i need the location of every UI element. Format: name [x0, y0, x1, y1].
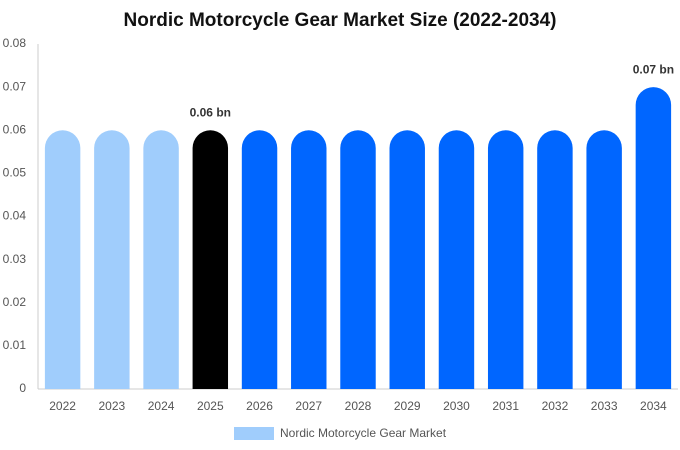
y-tick-label: 0.03 — [3, 252, 27, 266]
y-tick-label: 0.04 — [3, 209, 27, 223]
x-tick-label: 2031 — [492, 399, 519, 413]
x-tick-label: 2022 — [49, 399, 76, 413]
x-tick-label: 2033 — [591, 399, 618, 413]
bar — [537, 130, 573, 389]
y-tick-label: 0.01 — [3, 338, 27, 352]
bar — [389, 130, 425, 389]
bar — [438, 130, 475, 390]
x-tick-label: 2029 — [394, 399, 421, 413]
y-tick-label: 0.05 — [3, 166, 27, 180]
bar — [291, 130, 327, 389]
x-tick-label: 2025 — [197, 399, 224, 413]
x-tick-label: 2027 — [295, 399, 322, 413]
bar — [487, 130, 524, 389]
bar — [241, 130, 278, 390]
bar — [192, 130, 229, 390]
x-tick-label: 2024 — [148, 399, 175, 413]
x-tick-label: 2023 — [98, 399, 125, 413]
bar — [143, 130, 179, 389]
bar — [94, 130, 130, 389]
y-tick-label: 0.06 — [3, 122, 27, 136]
x-tick-label: 2032 — [542, 399, 569, 413]
y-tick-label: 0.07 — [3, 79, 27, 93]
y-tick-label: 0 — [19, 381, 26, 395]
legend-swatch — [234, 427, 274, 440]
value-label: 0.07 bn — [633, 62, 674, 76]
x-tick-label: 2030 — [443, 399, 470, 413]
y-tick-label: 0.08 — [3, 36, 27, 50]
chart-title: Nordic Motorcycle Gear Market Size (2022… — [124, 10, 557, 31]
legend-label: Nordic Motorcycle Gear Market — [280, 426, 447, 440]
y-tick-label: 0.02 — [3, 295, 27, 309]
x-tick-label: 2026 — [246, 399, 273, 413]
bar — [586, 130, 622, 389]
bar — [44, 130, 81, 390]
bar — [340, 130, 376, 389]
x-tick-label: 2028 — [345, 399, 372, 413]
value-label: 0.06 bn — [190, 105, 231, 119]
x-tick-label: 2034 — [640, 399, 667, 413]
bar — [635, 87, 672, 389]
